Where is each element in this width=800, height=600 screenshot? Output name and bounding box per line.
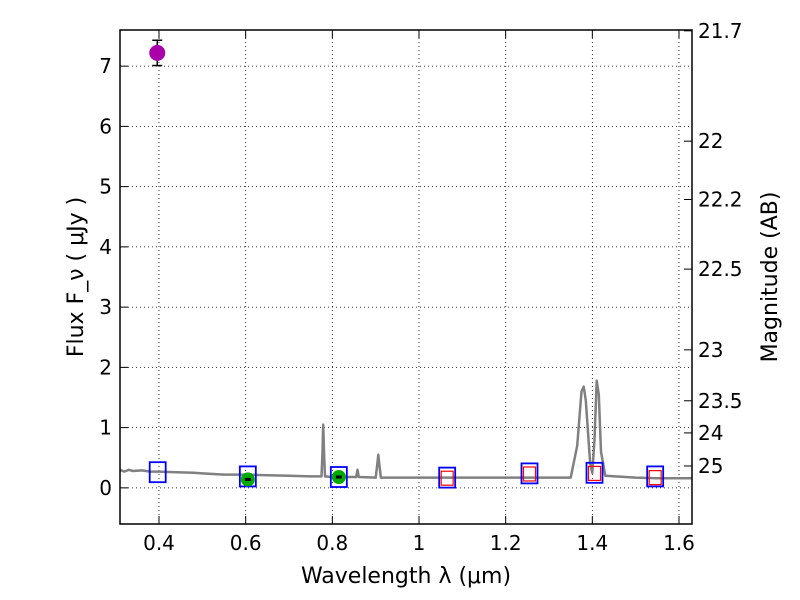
x-axis-label: Wavelength λ (μm) (301, 564, 511, 589)
observed-point-magenta (149, 44, 166, 61)
filter-model-square-red (440, 470, 454, 486)
filter-model-square-blue (148, 461, 167, 484)
filter-model-square-blue (329, 466, 348, 488)
magnitude-tick-label: 23 (698, 338, 723, 362)
magnitude-tick-label: 21.7 (698, 19, 743, 43)
x-tick-label: 0.8 (316, 531, 348, 555)
y-tick-label: 6 (99, 114, 112, 138)
filter-model-square-red (648, 470, 662, 486)
y-tick-label: 1 (99, 416, 112, 440)
filter-model-square-blue (520, 462, 539, 485)
x-tick-label: 0.6 (230, 531, 262, 555)
x-tick-label: 0.4 (143, 531, 175, 555)
filter-model-square-blue (646, 465, 665, 488)
y-tick-label: 0 (99, 476, 112, 500)
filter-model-square-blue (585, 461, 604, 484)
series-layer (119, 39, 692, 489)
magnitude-tick-label: 23.5 (698, 389, 743, 413)
x-tick-label: 1.6 (663, 531, 695, 555)
filter-model-square-blue (438, 466, 457, 489)
y-tick-label: 7 (99, 54, 112, 78)
y-axis-label-right: Magnitude (AB) (758, 192, 783, 363)
magnitude-tick-label: 22.2 (698, 187, 743, 211)
x-tick-label: 1.2 (490, 531, 522, 555)
magnitude-tick-label: 25 (698, 454, 723, 478)
filter-model-square-red (587, 465, 602, 481)
y-tick-label: 5 (99, 175, 112, 199)
magnitude-tick-label: 22 (698, 129, 723, 153)
x-tick-label: 1 (413, 531, 426, 555)
magnitude-tick-label: 22.5 (698, 257, 743, 281)
x-tick-label: 1.4 (576, 531, 608, 555)
magnitude-tick-label: 24 (698, 421, 723, 445)
plot-frame (119, 29, 693, 525)
filter-model-square-red (522, 466, 537, 482)
y-axis-label-left: Flux F_ν ( μJy ) (64, 197, 89, 357)
y-tick-label: 2 (99, 355, 112, 379)
y-tick-label: 4 (99, 235, 112, 259)
grid (120, 30, 692, 524)
spectrum-line (119, 379, 692, 480)
ticks: 0.4 0.6 0.8 1 1.2 1.4 1.60123456721.72222.222.… (99, 19, 742, 555)
y-tick-label: 3 (99, 295, 112, 319)
